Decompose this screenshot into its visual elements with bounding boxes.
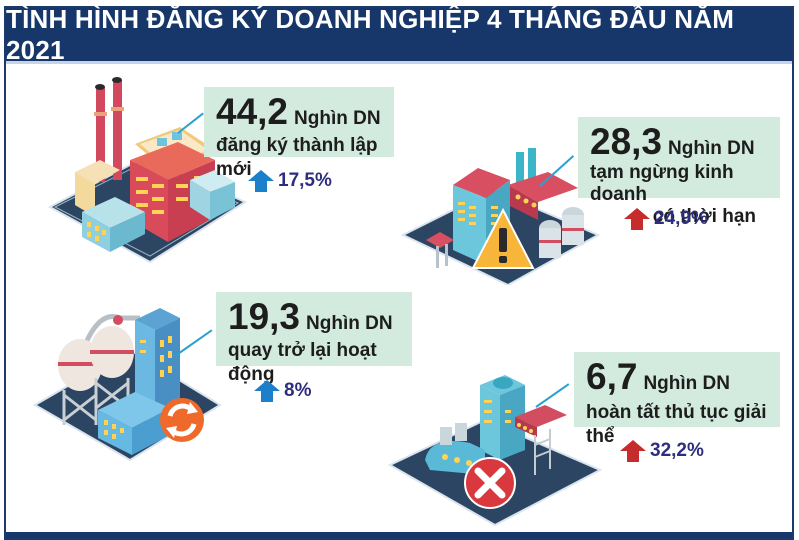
stat-change-percent: 17,5% <box>278 170 332 191</box>
stat-value: 19,3 <box>228 296 301 337</box>
stat-unit: Nghìn DN <box>294 108 381 129</box>
stat-card-dissolved: 6,7 Nghìn DN hoàn tất thủ tục giải thể <box>574 352 780 447</box>
stat-change-suspended: 24,9% <box>624 208 708 230</box>
factory-closed-icon <box>387 375 603 527</box>
stat-change-dissolved: 32,2% <box>620 440 704 462</box>
stat-card-suspended: 28,3 Nghìn DN tạm ngừng kinh doanh có thờ… <box>578 117 780 227</box>
stat-change-percent: 8% <box>284 380 312 401</box>
arrow-up-icon <box>620 440 646 462</box>
stat-value: 6,7 <box>586 356 638 397</box>
stat-card-returned: 19,3 Nghìn DN quay trở lại hoạt động <box>216 292 412 385</box>
stat-unit: Nghìn DN <box>306 313 393 334</box>
stat-unit: Nghìn DN <box>668 138 755 159</box>
stat-change-returned: 8% <box>254 380 311 402</box>
stat-change-percent: 32,2% <box>650 440 704 461</box>
factory-refresh-icon <box>33 308 222 462</box>
stat-description: đăng ký thành lập mới <box>216 135 378 180</box>
bottom-border <box>6 532 792 538</box>
arrow-up-icon <box>248 170 274 192</box>
stat-description-line2: có thời hạn <box>652 205 756 227</box>
stat-description: hoàn tất thủ tục giải thể <box>586 402 767 447</box>
stat-change-new-registrations: 17,5% <box>248 170 332 192</box>
factory-new-icon <box>47 77 248 264</box>
arrow-up-icon <box>624 208 650 230</box>
stat-change-percent: 24,9% <box>654 208 708 229</box>
stat-description: quay trở lại hoạt động <box>228 340 377 385</box>
arrow-up-icon <box>254 380 280 402</box>
stat-value: 44,2 <box>216 91 289 132</box>
stat-value: 28,3 <box>590 121 663 162</box>
stat-card-new-registrations: 44,2 Nghìn DN đăng ký thành lập mới <box>204 87 394 180</box>
stat-unit: Nghìn DN <box>643 373 730 394</box>
stat-description: tạm ngừng kinh doanh <box>590 162 734 205</box>
page-title: TÌNH HÌNH ĐĂNG KÝ DOANH NGHIỆP 4 THÁNG Đ… <box>6 4 792 65</box>
factory-warning-icon <box>400 148 601 285</box>
